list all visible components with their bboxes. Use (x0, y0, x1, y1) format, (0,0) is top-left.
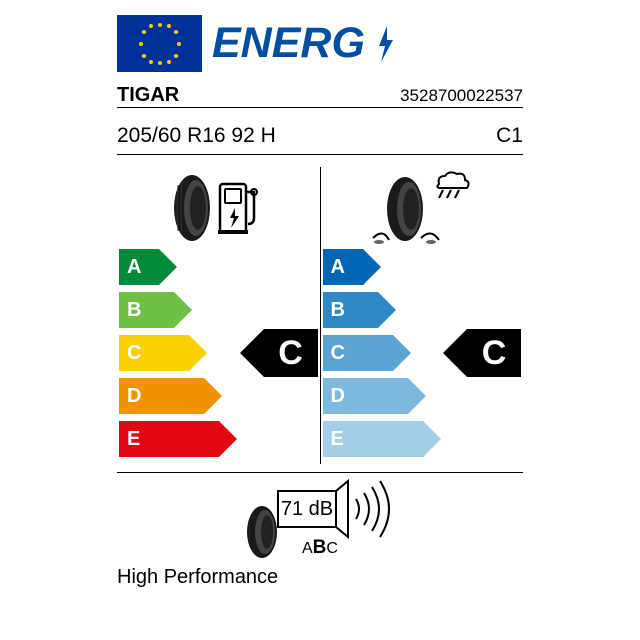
arrow-letter: A (331, 256, 345, 279)
arrow-letter: C (127, 342, 141, 365)
rating-arrow-b: B (323, 292, 522, 328)
noise-widget: 71 dB ABC (240, 477, 400, 562)
eu-flag (117, 15, 202, 72)
fuel-column: ABCDEC (117, 167, 320, 464)
rating-arrow-e: E (119, 421, 318, 457)
arrow-letter: C (331, 342, 345, 365)
fuel-pump-icon (216, 178, 264, 238)
arrow-letter: A (127, 256, 141, 279)
rating-arrow-a: A (119, 249, 318, 285)
arrow-letter: E (127, 428, 140, 451)
header-logo-row: ENERG (117, 15, 523, 72)
fuel-icon-area (117, 167, 320, 249)
wet-column: ABCDEC (321, 167, 524, 464)
size-label: 205/60 R16 92 H (117, 124, 276, 148)
brand-label: TIGAR (117, 84, 179, 107)
tire-icon (172, 173, 212, 243)
wet-arrows: ABCDEC (321, 249, 524, 457)
rating-badge: C (467, 329, 521, 377)
rating-arrow-d: D (119, 378, 318, 414)
product-description: High Performance (117, 566, 523, 589)
rating-arrow-d: D (323, 378, 522, 414)
arrow-letter: D (331, 385, 345, 408)
info-row-size: 205/60 R16 92 H C1 (117, 124, 523, 155)
noise-db-text: 71 dB (281, 498, 333, 520)
wet-icon-area (321, 167, 524, 249)
energy-wordmark: ENERG (212, 22, 365, 65)
rating-badge: C (264, 329, 318, 377)
class-label: C1 (496, 124, 523, 148)
ean-label: 3528700022537 (400, 86, 523, 106)
fuel-arrows: ABCDEC (117, 249, 320, 457)
info-row-brand: TIGAR 3528700022537 (117, 84, 523, 108)
arrow-letter: E (331, 428, 344, 451)
rating-arrow-a: A (323, 249, 522, 285)
arrow-letter: B (331, 299, 345, 322)
arrow-letter: D (127, 385, 141, 408)
noise-classes: ABC (302, 537, 338, 558)
noise-row: 71 dB ABC (117, 477, 523, 562)
arrow-letter: B (127, 299, 141, 322)
rating-arrow-e: E (323, 421, 522, 457)
rating-arrow-b: B (119, 292, 318, 328)
wet-grip-icon (369, 168, 474, 248)
bolt-icon (375, 24, 397, 64)
ratings-area: ABCDEC (117, 167, 523, 473)
